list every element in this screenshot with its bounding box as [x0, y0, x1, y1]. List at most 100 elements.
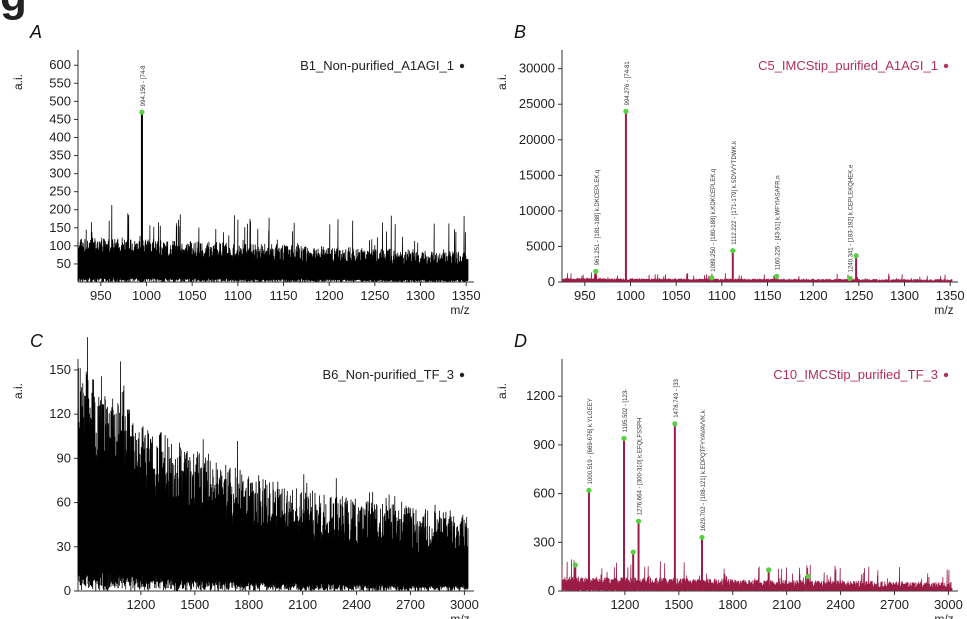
x-tick-label: 1500 — [180, 597, 209, 612]
y-axis-label: a.i. — [11, 74, 25, 90]
x-tick-label: 3000 — [450, 597, 479, 612]
x-tick-label: 1350 — [452, 288, 481, 303]
peak-marker — [853, 253, 859, 259]
y-tick-label: 450 — [49, 111, 71, 126]
chart-title: B6_Non-purified_TF_3 — [322, 367, 454, 382]
x-tick-label: 1200 — [315, 288, 344, 303]
peak-marker — [593, 268, 599, 274]
x-tick-label: 1150 — [754, 288, 782, 303]
x-tick-label: 1150 — [270, 288, 298, 303]
y-tick-label: 90 — [57, 450, 71, 465]
y-tick-label: 0 — [548, 274, 555, 289]
y-tick-label: 5000 — [526, 238, 555, 253]
spectrum-trace — [77, 204, 469, 283]
x-tick-label: 2400 — [342, 597, 371, 612]
x-tick-label: 1250 — [360, 288, 389, 303]
x-tick-label: 2700 — [396, 597, 425, 612]
peak-marker — [586, 487, 592, 493]
x-tick-label: 2700 — [880, 597, 909, 612]
x-tick-label: 1350 — [936, 288, 965, 303]
peak-label: 1240.341 - [183-192] k.CEPLEKQHEK.e — [849, 164, 855, 272]
panel-d-chart: Da.i. 0 300 600 900 1200 1200 1500 1800 2100 2400 2… — [495, 331, 963, 619]
y-tick-label: 0 — [64, 583, 71, 598]
peak-marker — [847, 275, 853, 282]
y-tick-label: 600 — [533, 486, 555, 501]
title-dot-icon — [943, 372, 949, 378]
peak-marker — [572, 562, 578, 568]
y-tick-label: 20000 — [519, 132, 555, 147]
chart-title: B1_Non-purified_A1AGI_1 — [300, 58, 454, 73]
peak-marker — [774, 273, 780, 279]
x-tick-label: 1100 — [708, 288, 736, 303]
y-tick-label: 60 — [57, 495, 71, 510]
y-tick-label: 50 — [57, 256, 71, 271]
peak-marker — [139, 109, 145, 115]
x-tick-label: 1300 — [406, 288, 435, 303]
panel-c-letter: C — [30, 331, 44, 351]
peak-label: 1089.250 - [180-188] k.KDKCEPLEK.q — [711, 169, 717, 272]
chart-title: C5_IMCStip_purified_A1AGI_1 — [758, 58, 938, 73]
x-tick-label: 1250 — [844, 288, 873, 303]
x-tick-label: 1000 — [616, 288, 645, 303]
peak-marker — [805, 573, 811, 579]
x-tick-label: 1300 — [890, 288, 919, 303]
panel-d-letter: D — [514, 331, 527, 351]
peak-label: 1195.502 - [123- — [623, 389, 629, 433]
x-tick-label: 1200 — [799, 288, 828, 303]
x-tick-label: 1500 — [664, 597, 693, 612]
title-dot-icon — [459, 372, 465, 378]
x-tick-label: 1200 — [126, 597, 155, 612]
peak-marker — [709, 275, 715, 281]
x-tick-label: 2400 — [826, 597, 855, 612]
x-tick-label: 1050 — [662, 288, 691, 303]
y-tick-label: 250 — [49, 184, 71, 199]
y-tick-label: 120 — [49, 406, 71, 421]
x-tick-label: 950 — [90, 288, 112, 303]
x-tick-label: 1100 — [224, 288, 252, 303]
panel-b-chart: Ba.i. 0 5000 10000 15000 20000 25000 30000 950 10… — [495, 22, 965, 317]
peak-marker — [621, 435, 627, 442]
x-tick-label: 2100 — [288, 597, 317, 612]
peak-label: 1629.702 - [108-121] k.EDPQTFYYAVAVVK.k — [701, 409, 707, 531]
x-tick-label: 950 — [574, 288, 596, 303]
y-tick-label: 900 — [533, 437, 555, 452]
y-tick-label: 30000 — [519, 61, 555, 76]
panel-a-letter: A — [29, 22, 42, 42]
x-tick-label: 1200 — [610, 597, 639, 612]
peak-label: 1160.225 - [43-51] k.WFYIASAFR.n — [776, 175, 782, 270]
y-tick-label: 350 — [49, 148, 71, 163]
peak-marker — [699, 534, 705, 541]
y-tick-label: 400 — [49, 129, 71, 144]
x-tick-label: 1000 — [132, 288, 161, 303]
peak-label: 1000.519 - [669-676] k.YLGEEY — [588, 398, 594, 484]
spectrum-trace — [561, 272, 953, 283]
title-dot-icon — [943, 63, 949, 69]
x-tick-label: 2100 — [772, 597, 801, 612]
x-axis-label: m/z — [450, 612, 469, 619]
peak-marker — [630, 549, 636, 555]
y-tick-label: 10000 — [519, 203, 555, 218]
peak-label: 961.251 - [181-188] k.DKCEPLEK.q — [595, 170, 601, 266]
spectrum-trace — [77, 337, 469, 592]
peak-marker — [766, 567, 772, 573]
y-tick-label: 15000 — [519, 167, 555, 182]
panel-a-chart: Aa.i. 50 100 150 200 250 300 350 400 450 500 550 600… — [11, 22, 481, 317]
x-tick-label: 3000 — [934, 597, 963, 612]
y-axis-label: a.i. — [11, 383, 25, 399]
x-tick-label: 1800 — [718, 597, 747, 612]
y-tick-label: 100 — [49, 238, 71, 253]
y-tick-label: 300 — [533, 534, 555, 549]
peak-label: 994.156 - [74-8 — [141, 65, 147, 106]
figure-heading: g — [0, 0, 27, 22]
y-axis-label: a.i. — [495, 383, 509, 399]
peak-marker — [730, 248, 736, 254]
x-axis-label: m/z — [934, 303, 953, 317]
y-tick-label: 0 — [548, 583, 555, 598]
x-tick-label: 1050 — [178, 288, 207, 303]
x-axis-label: m/z — [934, 612, 953, 619]
y-tick-label: 550 — [49, 75, 71, 90]
peak-label: 1276.664 - [300-310] k.EFQLFSSPH — [638, 417, 644, 515]
panel-b-letter: B — [514, 22, 526, 42]
peak-marker — [623, 108, 629, 114]
peak-marker — [672, 421, 678, 427]
